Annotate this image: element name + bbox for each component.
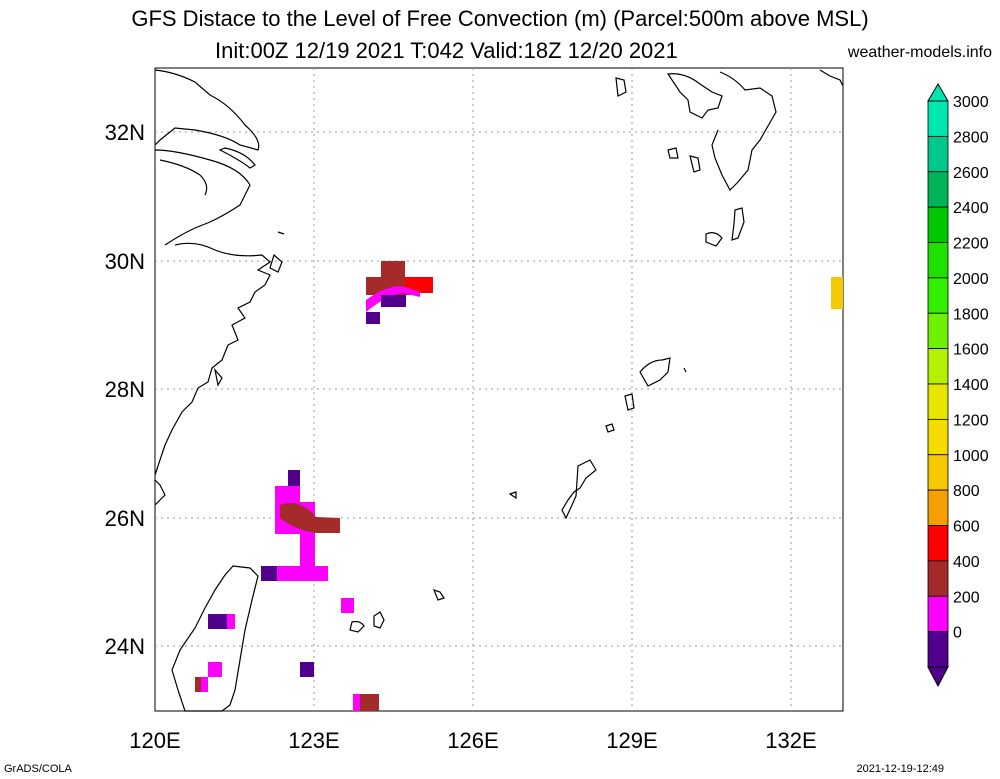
field-cell	[274, 566, 328, 581]
gridlines	[155, 68, 843, 711]
field-cell	[831, 277, 843, 309]
field-cell	[366, 312, 380, 324]
colorbar-segment	[927, 348, 949, 385]
lat-tick-label: 30N	[105, 249, 145, 274]
field-cell	[353, 694, 360, 711]
colorbar-segment	[927, 525, 949, 562]
site-credit: weather-models.info	[847, 44, 992, 61]
colorbar-segment	[927, 454, 949, 491]
colorbar-label: 1600	[953, 342, 989, 359]
colorbar-label: 1800	[953, 306, 989, 323]
field-cell	[381, 295, 406, 307]
lat-tick-label: 26N	[105, 506, 145, 531]
lfc-cluster-north	[366, 261, 433, 324]
field-cell	[280, 503, 340, 533]
colorbar-label: 2200	[953, 236, 989, 253]
field-cell	[227, 614, 235, 629]
lon-tick-label: 123E	[288, 728, 339, 753]
field-cell	[405, 277, 433, 293]
colorbar-bottom-arrow	[927, 666, 949, 688]
colorbar-segment	[927, 383, 949, 420]
colorbar-label: 1000	[953, 448, 989, 465]
colorbar-label: 400	[953, 554, 980, 571]
colorbar-segment	[927, 489, 949, 526]
chart-title: GFS Distace to the Level of Free Convect…	[131, 6, 869, 31]
field-cell	[208, 662, 222, 677]
colorbar-label: 2000	[953, 271, 989, 288]
colorbar-segment	[927, 418, 949, 456]
lon-tick-label: 129E	[606, 728, 657, 753]
colorbar-label: 2800	[953, 129, 989, 146]
colorbar-labels: 3000280026002400220020001800160014001200…	[953, 94, 989, 642]
lat-tick-label: 24N	[105, 634, 145, 659]
colorbar-label: 3000	[953, 94, 989, 111]
colorbar-top-arrow	[927, 83, 949, 102]
colorbar: 3000280026002400220020001800160014001200…	[927, 83, 989, 688]
colorbar-label: 2600	[953, 165, 989, 182]
field-cell	[300, 662, 314, 677]
colorbar-segment	[927, 631, 949, 668]
lat-tick-label: 32N	[105, 120, 145, 145]
colorbar-label: 600	[953, 519, 980, 536]
colorbar-segment	[927, 100, 949, 137]
colorbar-segment	[927, 595, 949, 633]
field-cell	[341, 598, 354, 613]
field-cell	[275, 486, 300, 502]
lfc-cluster-south	[195, 470, 379, 711]
colorbar-segment	[927, 171, 949, 208]
chart-subtitle: Init:00Z 12/19 2021 T:042 Valid:18Z 12/2…	[215, 38, 678, 63]
colorbar-label: 1400	[953, 377, 989, 394]
lon-tick-label: 120E	[129, 728, 180, 753]
footer-credit: GrADS/COLA	[4, 763, 72, 775]
coastlines	[154, 69, 844, 712]
colorbar-label: 200	[953, 589, 980, 606]
colorbar-label: 800	[953, 483, 980, 500]
colorbar-segment	[927, 312, 949, 350]
field-cell	[366, 286, 420, 312]
colorbar-label: 0	[953, 625, 962, 642]
footer-timestamp: 2021-12-19-12:49	[856, 763, 944, 775]
field-cell	[381, 261, 405, 277]
lat-ticks: 32N 30N 28N 26N 24N	[105, 120, 145, 659]
colorbar-segment	[927, 560, 949, 597]
colorbar-segment	[927, 242, 949, 279]
colorbar-segments	[927, 100, 949, 668]
field-cell	[288, 470, 300, 486]
colorbar-segment	[927, 206, 949, 243]
field-cell	[261, 566, 277, 581]
lon-tick-label: 126E	[447, 728, 498, 753]
field-cell	[201, 677, 208, 692]
field-cell	[300, 534, 315, 566]
colorbar-segment	[927, 277, 949, 314]
lat-tick-label: 28N	[105, 377, 145, 402]
lon-tick-label: 132E	[765, 728, 816, 753]
colorbar-label: 2400	[953, 200, 989, 217]
lon-ticks: 120E 123E 126E 129E 132E	[129, 728, 816, 753]
colorbar-label: 1200	[953, 412, 989, 429]
colorbar-segment	[927, 135, 949, 173]
